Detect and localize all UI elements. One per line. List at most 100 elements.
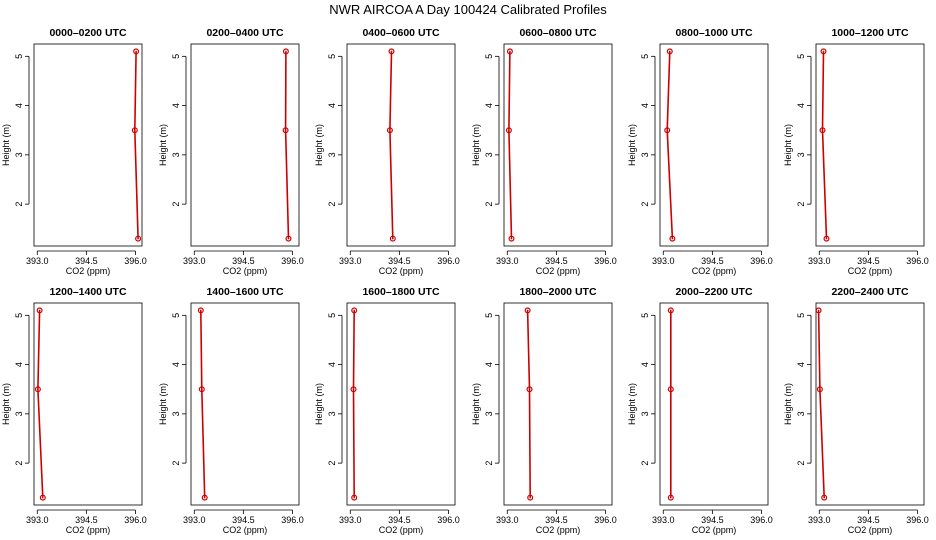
profile-point — [508, 235, 515, 242]
x-tick-label: 393.0 — [339, 515, 362, 525]
panel-title: 1600–1800 UTC — [362, 286, 439, 298]
x-axis-label: CO2 (ppm) — [66, 266, 111, 276]
x-tick-label: 393.0 — [496, 256, 519, 266]
x-tick-label: 394.5 — [545, 256, 568, 266]
plot-frame — [503, 43, 613, 247]
profile-panel: 1800–2000 UTC 393.0 394.5 396.0 CO2 (ppm) 2 3 4… — [471, 286, 617, 535]
x-tick-label: 394.5 — [857, 256, 880, 266]
y-tick-label: 5 — [796, 54, 806, 59]
x-tick-label: 396.0 — [281, 256, 304, 266]
profile-panel: 0600–0800 UTC 393.0 394.5 396.0 CO2 (ppm) 2 3 4… — [471, 27, 617, 276]
y-tick-label: 5 — [14, 54, 24, 59]
panel-title: 1000–1200 UTC — [831, 27, 908, 39]
profile-point — [819, 127, 826, 134]
y-axis-label: Height (m) — [627, 383, 637, 425]
y-axis-label: Height (m) — [1, 383, 11, 425]
profile-point — [282, 127, 289, 134]
profile-line — [508, 50, 513, 240]
y-axis-label: Height (m) — [783, 124, 793, 166]
profile-panel: 1400–1600 UTC 393.0 394.5 396.0 CO2 (ppm) 2 3 4… — [158, 286, 304, 535]
y-tick-label: 3 — [14, 152, 24, 157]
profile-point — [667, 494, 674, 501]
y-tick-label: 5 — [484, 54, 494, 59]
y-tick-label: 4 — [640, 362, 650, 367]
x-tick-label: 393.0 — [652, 256, 675, 266]
profile-point — [669, 235, 676, 242]
plot-frame — [190, 43, 300, 247]
y-tick-label: 3 — [640, 152, 650, 157]
profile-point — [526, 386, 533, 393]
profile-point — [282, 48, 289, 55]
x-tick-label: 396.0 — [437, 256, 460, 266]
profile-point — [386, 127, 393, 134]
profile-point — [524, 307, 531, 314]
profile-point — [351, 307, 358, 314]
x-tick-label: 393.0 — [26, 515, 49, 525]
y-tick-label: 2 — [327, 202, 337, 207]
profile-point — [350, 386, 357, 393]
y-tick-label: 5 — [640, 313, 650, 318]
x-axis-label: CO2 (ppm) — [536, 525, 581, 535]
x-tick-label: 394.5 — [388, 256, 411, 266]
y-tick-label: 3 — [327, 152, 337, 157]
plot-frame — [346, 43, 456, 247]
panel-title: 0600–0800 UTC — [519, 27, 596, 39]
x-tick-label: 396.0 — [594, 256, 617, 266]
y-tick-label: 5 — [327, 54, 337, 59]
profile-point — [820, 48, 827, 55]
plot-frame — [33, 43, 143, 247]
profile-point — [506, 48, 513, 55]
y-tick-label: 2 — [640, 461, 650, 466]
y-tick-label: 3 — [484, 411, 494, 416]
profile-line — [352, 309, 356, 499]
x-tick-label: 393.0 — [183, 256, 206, 266]
y-axis-label: Height (m) — [314, 383, 324, 425]
y-tick-label: 5 — [14, 313, 24, 318]
plot-frame — [815, 302, 925, 506]
profile-point — [198, 386, 205, 393]
y-tick-label: 3 — [484, 152, 494, 157]
y-tick-label: 2 — [796, 461, 806, 466]
plot-frame — [815, 43, 925, 247]
x-axis-label: CO2 (ppm) — [223, 266, 268, 276]
profile-point — [821, 494, 828, 501]
profile-point — [388, 48, 395, 55]
y-axis-label: Height (m) — [783, 383, 793, 425]
y-tick-label: 5 — [796, 313, 806, 318]
profile-line — [389, 50, 394, 240]
x-tick-label: 393.0 — [652, 515, 675, 525]
profile-panel: 0400–0600 UTC 393.0 394.5 396.0 CO2 (ppm) 2 3 4… — [314, 27, 460, 276]
panel-grid: 0000–0200 UTC 393.0 394.5 396.0 CO2 (ppm) 2 3 4… — [1, 27, 929, 535]
y-axis-label: Height (m) — [1, 124, 11, 166]
x-axis-label: CO2 (ppm) — [379, 266, 424, 276]
x-tick-label: 396.0 — [750, 256, 773, 266]
x-tick-label: 393.0 — [496, 515, 519, 525]
x-axis-label: CO2 (ppm) — [848, 266, 893, 276]
y-tick-label: 4 — [484, 103, 494, 108]
profile-line — [284, 50, 290, 240]
profile-point — [816, 386, 823, 393]
x-tick-label: 394.5 — [75, 515, 98, 525]
y-tick-label: 5 — [171, 313, 181, 318]
profile-point — [664, 127, 671, 134]
x-tick-label: 396.0 — [906, 515, 929, 525]
x-axis-label: CO2 (ppm) — [692, 525, 737, 535]
y-tick-label: 4 — [796, 103, 806, 108]
plot-frame — [190, 302, 300, 506]
x-axis-label: CO2 (ppm) — [379, 525, 424, 535]
panel-title: 0400–0600 UTC — [362, 27, 439, 39]
y-tick-label: 2 — [171, 202, 181, 207]
profile-point — [131, 127, 138, 134]
y-tick-label: 4 — [14, 103, 24, 108]
profile-point — [201, 494, 208, 501]
y-axis-label: Height (m) — [471, 124, 481, 166]
panel-title: 0000–0200 UTC — [49, 27, 126, 39]
x-axis-label: CO2 (ppm) — [536, 266, 581, 276]
plot-frame — [503, 302, 613, 506]
profile-point — [505, 127, 512, 134]
profile-panel: 2200–2400 UTC 393.0 394.5 396.0 CO2 (ppm) 2 3 4… — [783, 286, 929, 535]
y-tick-label: 5 — [640, 54, 650, 59]
profile-point — [389, 235, 396, 242]
plot-frame — [659, 302, 769, 506]
